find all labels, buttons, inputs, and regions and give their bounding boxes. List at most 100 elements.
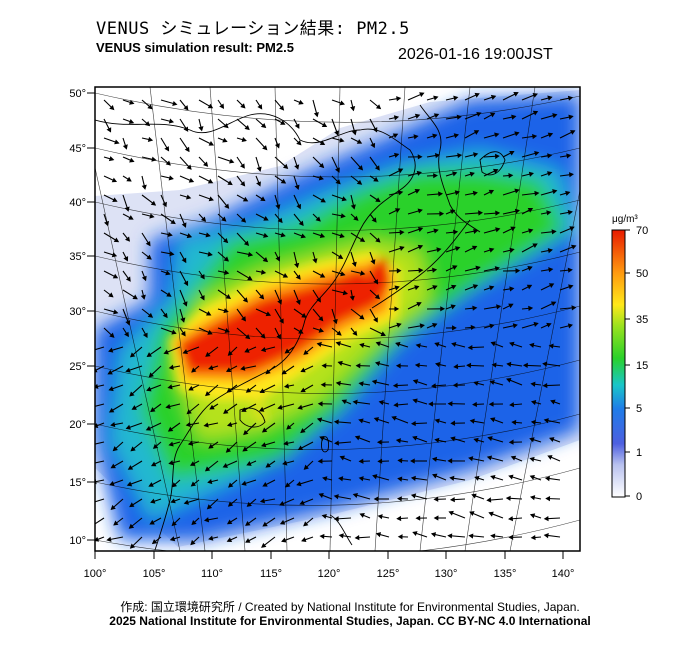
wind-arrowhead: [321, 363, 327, 369]
wind-arrowhead: [353, 215, 359, 221]
wind-arrowhead: [371, 379, 378, 385]
wind-arrowhead: [528, 228, 534, 234]
wind-arrowhead: [548, 283, 555, 288]
wind-arrowhead: [242, 446, 248, 452]
wind-arrowhead: [375, 532, 382, 538]
wind-arrowhead: [132, 294, 138, 300]
wind-arrowhead: [372, 127, 378, 133]
wind-arrowhead: [322, 476, 328, 482]
wind-arrowhead: [375, 341, 381, 347]
wind-arrowhead: [469, 171, 475, 177]
wind-arrowhead: [337, 254, 344, 259]
wind-arrowhead: [318, 162, 325, 169]
wind-arrowhead: [262, 257, 269, 263]
wind-arrowhead: [351, 130, 357, 136]
wind-arrowhead: [244, 124, 250, 131]
wind-arrowhead: [89, 462, 92, 465]
wind-arrowhead: [164, 146, 170, 152]
wind-arrowhead: [276, 334, 281, 340]
wind-arrowhead: [395, 438, 401, 444]
wind-arrowhead: [109, 480, 115, 486]
wind-arrowhead: [417, 244, 424, 250]
wind-arrowhead: [125, 424, 131, 430]
wind-arrowhead: [469, 511, 475, 516]
wind-arrowhead: [166, 292, 172, 297]
wind-arrowhead: [550, 301, 557, 307]
wind-arrowhead: [412, 379, 419, 385]
wind-arrowhead: [223, 256, 229, 262]
wind-arrowhead: [568, 284, 574, 290]
wind-arrowhead: [339, 100, 345, 106]
wind-arrowhead: [377, 458, 383, 464]
wind-arrowhead: [473, 152, 479, 158]
lat-label: 45°: [69, 143, 86, 155]
timestamp: 2026-01-16 19:00JST: [398, 46, 553, 63]
wind-arrowhead: [122, 144, 128, 150]
wind-arrowhead: [124, 331, 129, 338]
wind-arrowhead: [279, 501, 285, 506]
wind-arrowhead: [568, 172, 574, 178]
wind-arrowhead: [370, 142, 376, 149]
wind-arrowhead: [526, 284, 533, 290]
wind-arrowhead: [260, 122, 267, 129]
wind-arrowhead: [419, 92, 425, 98]
wind-arrowhead: [146, 254, 152, 260]
wind-arrowhead: [167, 426, 174, 432]
wind-arrowhead: [433, 95, 439, 101]
wind-arrowhead: [316, 297, 321, 303]
wind-arrowhead: [396, 496, 402, 502]
wind-arrowhead: [542, 382, 548, 389]
wind-arrowhead: [412, 398, 418, 404]
wind-arrowhead: [318, 327, 324, 333]
wind-arrowhead: [148, 372, 154, 378]
wind-arrowhead: [183, 280, 189, 287]
wind-arrowhead: [113, 309, 119, 315]
wind-arrowhead: [89, 405, 92, 408]
wind-arrowhead: [571, 305, 577, 311]
wind-arrowhead: [318, 316, 324, 322]
wind-arrowhead: [349, 295, 355, 301]
wind-arrowhead: [358, 458, 364, 464]
wind-arrowhead: [110, 421, 116, 428]
wind-arrowhead: [312, 258, 318, 264]
lon-label: 110°: [201, 568, 223, 580]
wind-arrowhead: [509, 150, 515, 156]
wind-arrowhead: [508, 303, 514, 309]
wind-arrowhead: [126, 176, 132, 182]
wind-arrowhead: [396, 268, 402, 274]
wind-arrowhead: [145, 240, 151, 247]
wind-arrowhead: [104, 220, 109, 227]
wind-arrowhead: [110, 504, 116, 510]
wind-arrowhead: [432, 133, 438, 139]
wind-arrowhead: [449, 209, 456, 215]
wind-arrowhead: [432, 267, 438, 273]
wind-arrowhead: [352, 492, 358, 498]
wind-arrowhead: [294, 164, 300, 170]
wind-arrowhead: [150, 461, 157, 467]
wind-arrowhead: [169, 536, 176, 542]
wind-arrowhead: [449, 475, 455, 481]
wind-arrowhead: [113, 520, 119, 526]
wind-arrowhead: [222, 137, 228, 143]
wind-arrowhead: [241, 407, 247, 412]
wind-arrowhead: [472, 190, 478, 196]
wind-arrowhead: [126, 481, 133, 487]
wind-arrowhead: [226, 387, 232, 393]
wind-arrowhead: [168, 118, 175, 124]
wind-arrowhead: [205, 391, 211, 397]
wind-arrowhead: [552, 189, 558, 195]
wind-arrowhead: [188, 177, 195, 183]
wind-arrowhead: [277, 404, 283, 410]
wind-arrowhead: [395, 363, 401, 369]
wind-arrowhead: [280, 120, 286, 125]
wind-arrowhead: [190, 481, 196, 487]
wind-arrowhead: [279, 105, 285, 111]
wind-arrowhead: [509, 341, 515, 347]
wind-arrowhead: [510, 455, 517, 461]
wind-arrowhead: [170, 498, 176, 504]
wind-arrowhead: [146, 386, 152, 392]
wind-vectors: [89, 92, 577, 549]
wind-arrowhead: [530, 400, 537, 406]
wind-arrowhead: [282, 460, 288, 466]
wind-arrowhead: [130, 446, 136, 452]
